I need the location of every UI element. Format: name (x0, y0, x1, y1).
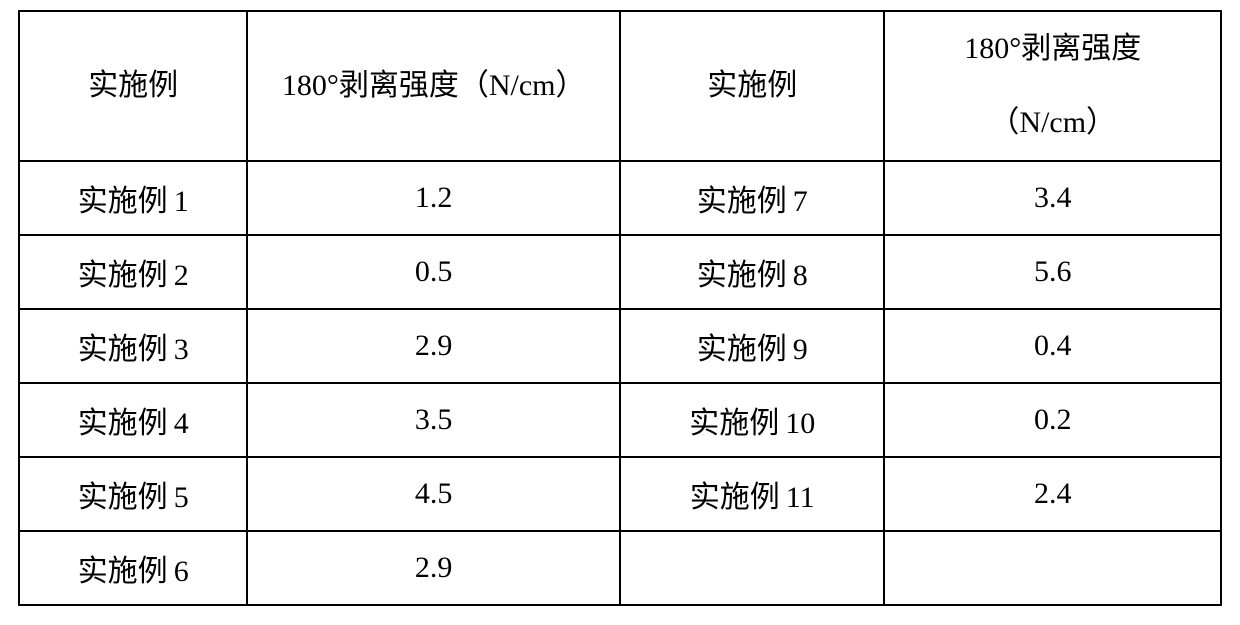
cell-example-right: 实施例10 (620, 383, 884, 457)
cell-label-num: 3 (174, 333, 189, 366)
header-text-line1: 180°剥离强度 (885, 12, 1220, 86)
cell-example-left: 实施例4 (19, 383, 247, 457)
cell-value: 2.9 (415, 551, 453, 584)
cell-label-cn: 实施例 (78, 555, 168, 588)
header-text: 实施例 (707, 69, 797, 102)
cell-value: 0.5 (415, 255, 453, 288)
cell-label-cn: 实施例 (78, 185, 168, 218)
cell-label-num: 6 (174, 555, 189, 588)
header-text-line2: （N/cm） (885, 86, 1220, 160)
cell-label-num: 1 (174, 185, 189, 218)
cell-peel-left: 3.5 (247, 383, 620, 457)
cell-label-cn: 实施例 (78, 333, 168, 366)
cell-example-left: 实施例2 (19, 235, 247, 309)
cell-label-cn: 实施例 (697, 333, 787, 366)
cell-label-num: 7 (793, 185, 808, 218)
cell-peel-right: 3.4 (884, 161, 1221, 235)
cell-label-cn: 实施例 (697, 185, 787, 218)
cell-label-cn: 实施例 (78, 481, 168, 514)
cell-example-left: 实施例3 (19, 309, 247, 383)
cell-value: 2.9 (415, 329, 453, 362)
table-row: 实施例4 3.5 实施例10 0.2 (19, 383, 1221, 457)
cell-label-cn: 实施例 (690, 481, 780, 514)
table-row: 实施例1 1.2 实施例7 3.4 (19, 161, 1221, 235)
cell-value: 1.2 (415, 181, 453, 214)
cell-label-num: 9 (793, 333, 808, 366)
header-peel-left: 180°剥离强度（N/cm） (247, 11, 620, 161)
cell-example-right: 实施例9 (620, 309, 884, 383)
cell-label-num: 11 (786, 481, 815, 514)
cell-example-right: 实施例11 (620, 457, 884, 531)
cell-label-cn: 实施例 (697, 259, 787, 292)
cell-peel-left: 4.5 (247, 457, 620, 531)
table-row: 实施例6 2.9 (19, 531, 1221, 605)
table-row: 实施例5 4.5 实施例11 2.4 (19, 457, 1221, 531)
cell-label-cn: 实施例 (78, 407, 168, 440)
peel-strength-table: 实施例 180°剥离强度（N/cm） 实施例 180°剥离强度 （N/cm） 实… (18, 10, 1222, 606)
cell-value: 0.4 (1034, 329, 1072, 362)
header-peel-right: 180°剥离强度 （N/cm） (884, 11, 1221, 161)
header-example-right: 实施例 (620, 11, 884, 161)
cell-peel-left: 1.2 (247, 161, 620, 235)
cell-example-left: 实施例6 (19, 531, 247, 605)
cell-example-right (620, 531, 884, 605)
header-example-left: 实施例 (19, 11, 247, 161)
cell-peel-right (884, 531, 1221, 605)
cell-example-left: 实施例1 (19, 161, 247, 235)
cell-label-num: 10 (785, 407, 815, 440)
cell-label-num: 2 (174, 259, 189, 292)
cell-example-right: 实施例7 (620, 161, 884, 235)
cell-value: 4.5 (415, 477, 453, 510)
table-row: 实施例3 2.9 实施例9 0.4 (19, 309, 1221, 383)
cell-peel-right: 5.6 (884, 235, 1221, 309)
cell-value: 3.4 (1034, 181, 1072, 214)
cell-example-left: 实施例5 (19, 457, 247, 531)
header-text: 实施例 (88, 69, 178, 102)
cell-peel-right: 2.4 (884, 457, 1221, 531)
cell-label-num: 8 (793, 259, 808, 292)
cell-value: 5.6 (1034, 255, 1072, 288)
cell-peel-right: 0.2 (884, 383, 1221, 457)
cell-peel-left: 0.5 (247, 235, 620, 309)
cell-peel-left: 2.9 (247, 309, 620, 383)
table-row: 实施例2 0.5 实施例8 5.6 (19, 235, 1221, 309)
page: 实施例 180°剥离强度（N/cm） 实施例 180°剥离强度 （N/cm） 实… (0, 0, 1240, 625)
cell-label-cn: 实施例 (78, 259, 168, 292)
table-header-row: 实施例 180°剥离强度（N/cm） 实施例 180°剥离强度 （N/cm） (19, 11, 1221, 161)
cell-label-num: 5 (174, 481, 189, 514)
cell-peel-left: 2.9 (247, 531, 620, 605)
cell-value: 3.5 (415, 403, 453, 436)
cell-peel-right: 0.4 (884, 309, 1221, 383)
cell-value: 0.2 (1034, 403, 1072, 436)
cell-label-num: 4 (174, 407, 189, 440)
cell-label-cn: 实施例 (689, 407, 779, 440)
cell-value: 2.4 (1034, 477, 1072, 510)
header-text: 180°剥离强度（N/cm） (282, 69, 586, 102)
cell-example-right: 实施例8 (620, 235, 884, 309)
